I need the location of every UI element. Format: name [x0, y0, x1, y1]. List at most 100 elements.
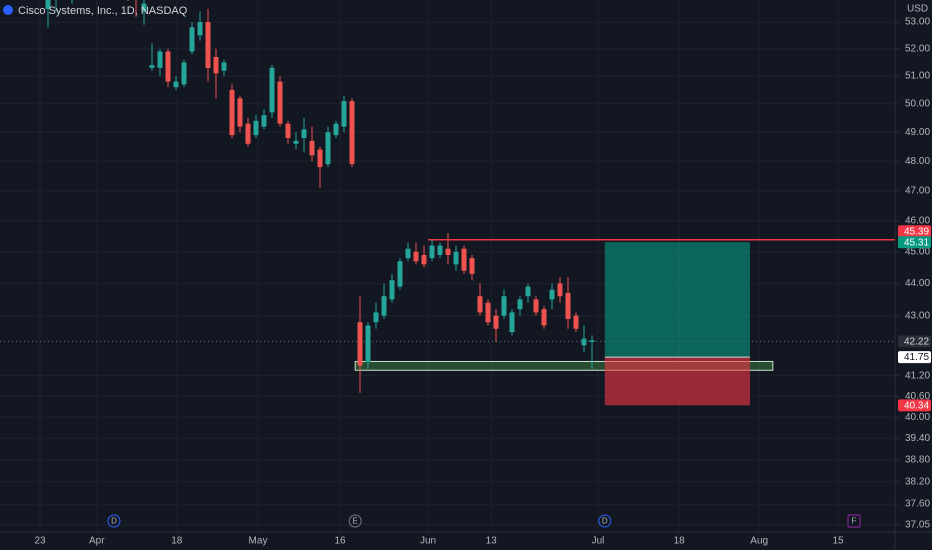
y-tick-label: 44.00 — [905, 278, 930, 289]
price-tag-label: 40.34 — [904, 400, 929, 411]
candle-body — [453, 251, 459, 265]
y-tick-label: 51.00 — [905, 71, 930, 82]
candle-body — [245, 123, 251, 144]
candle-body — [445, 248, 451, 255]
price-tag-label: 41.75 — [904, 352, 929, 363]
y-tick-label: 40.00 — [905, 412, 930, 423]
price-tag — [898, 399, 931, 412]
event-marker — [348, 514, 362, 528]
candle-body — [277, 81, 283, 124]
candle-body — [293, 140, 299, 144]
y-tick-label: 41.20 — [905, 370, 930, 381]
candle-body — [349, 101, 355, 165]
y-tick-label: 52.00 — [905, 43, 930, 54]
candle-body — [285, 123, 291, 139]
support-zone — [354, 360, 774, 371]
candle-body — [221, 62, 227, 71]
y-tick-label: 37.60 — [905, 499, 930, 510]
candle-body — [565, 292, 571, 319]
candle-body — [477, 296, 483, 313]
event-label: D — [111, 517, 117, 526]
candle-body — [229, 89, 235, 136]
price-tag — [898, 225, 931, 238]
x-tick-label: Aug — [750, 536, 768, 547]
candle-body — [525, 286, 531, 297]
candle-body — [557, 283, 563, 297]
x-tick-label: 16 — [334, 536, 346, 547]
candle-body — [381, 296, 387, 316]
chart-title: Cisco Systems, Inc., 1D, NASDAQ — [18, 5, 188, 17]
candle-body — [325, 132, 331, 165]
position-stop — [604, 357, 750, 406]
candle-body — [493, 315, 499, 329]
candle-body — [253, 120, 259, 136]
x-tick-label: 23 — [34, 536, 46, 547]
candle-body — [437, 245, 443, 255]
candle-body — [589, 340, 595, 343]
y-tick-label: 48.00 — [905, 156, 930, 167]
candle-body — [261, 115, 267, 127]
candle-body — [549, 289, 555, 300]
price-tag-label: 45.31 — [904, 237, 929, 248]
candle-body — [581, 338, 587, 346]
candle-body — [469, 258, 475, 274]
y-tick-label: 46.00 — [905, 216, 930, 227]
y-tick-label: 49.00 — [905, 127, 930, 138]
x-tick-label: Jul — [592, 536, 605, 547]
candle-body — [205, 22, 211, 68]
candle-body — [533, 299, 539, 313]
y-tick-label: 37.05 — [905, 519, 930, 530]
event-marker — [598, 514, 612, 528]
event-marker — [107, 514, 121, 528]
symbol-icon — [3, 5, 13, 15]
candle-body — [573, 315, 579, 329]
candle-body — [413, 251, 419, 262]
x-tick-label: May — [249, 536, 268, 547]
candle-body — [301, 129, 307, 139]
event-label: E — [353, 517, 358, 526]
x-tick-label: 18 — [674, 536, 686, 547]
y-tick-label: 50.00 — [905, 99, 930, 110]
candle-body — [405, 248, 411, 259]
price-tag-label: 42.22 — [904, 337, 929, 348]
candle-body — [389, 280, 395, 300]
candle-body — [501, 296, 507, 316]
candle-body — [485, 302, 491, 323]
candle-body — [149, 65, 155, 68]
price-tag — [898, 335, 931, 348]
candle-body — [165, 51, 171, 82]
x-tick-label: 15 — [832, 536, 844, 547]
candle-body — [541, 309, 547, 326]
candle-body — [333, 123, 339, 136]
y-tick-label: 47.00 — [905, 185, 930, 196]
position-target — [604, 242, 750, 358]
candle-body — [141, 3, 147, 12]
candle-body — [509, 312, 515, 333]
candle-body — [341, 101, 347, 127]
candle-body — [397, 261, 403, 287]
price-tag — [898, 236, 931, 249]
y-tick-label: 45.00 — [905, 246, 930, 257]
event-label: D — [602, 517, 608, 526]
candle-body — [213, 56, 219, 74]
y-tick-label: 39.40 — [905, 433, 930, 444]
candle-body — [421, 254, 427, 265]
candle-body — [269, 67, 275, 113]
candle-body — [461, 248, 467, 271]
plot — [0, 0, 895, 406]
grid — [0, 0, 895, 532]
candle-body — [181, 62, 187, 85]
x-tick-label: Jun — [420, 536, 436, 547]
candle-body — [365, 325, 371, 363]
candle-body — [317, 149, 323, 168]
candle-body — [429, 245, 435, 259]
candle-body — [373, 312, 379, 323]
candle-body — [309, 140, 315, 156]
y-tick-label: 38.80 — [905, 455, 930, 466]
event-label: F — [852, 517, 857, 526]
price-tag — [898, 351, 931, 364]
x-tick-label: Apr — [89, 536, 105, 547]
candle-body — [157, 51, 163, 68]
